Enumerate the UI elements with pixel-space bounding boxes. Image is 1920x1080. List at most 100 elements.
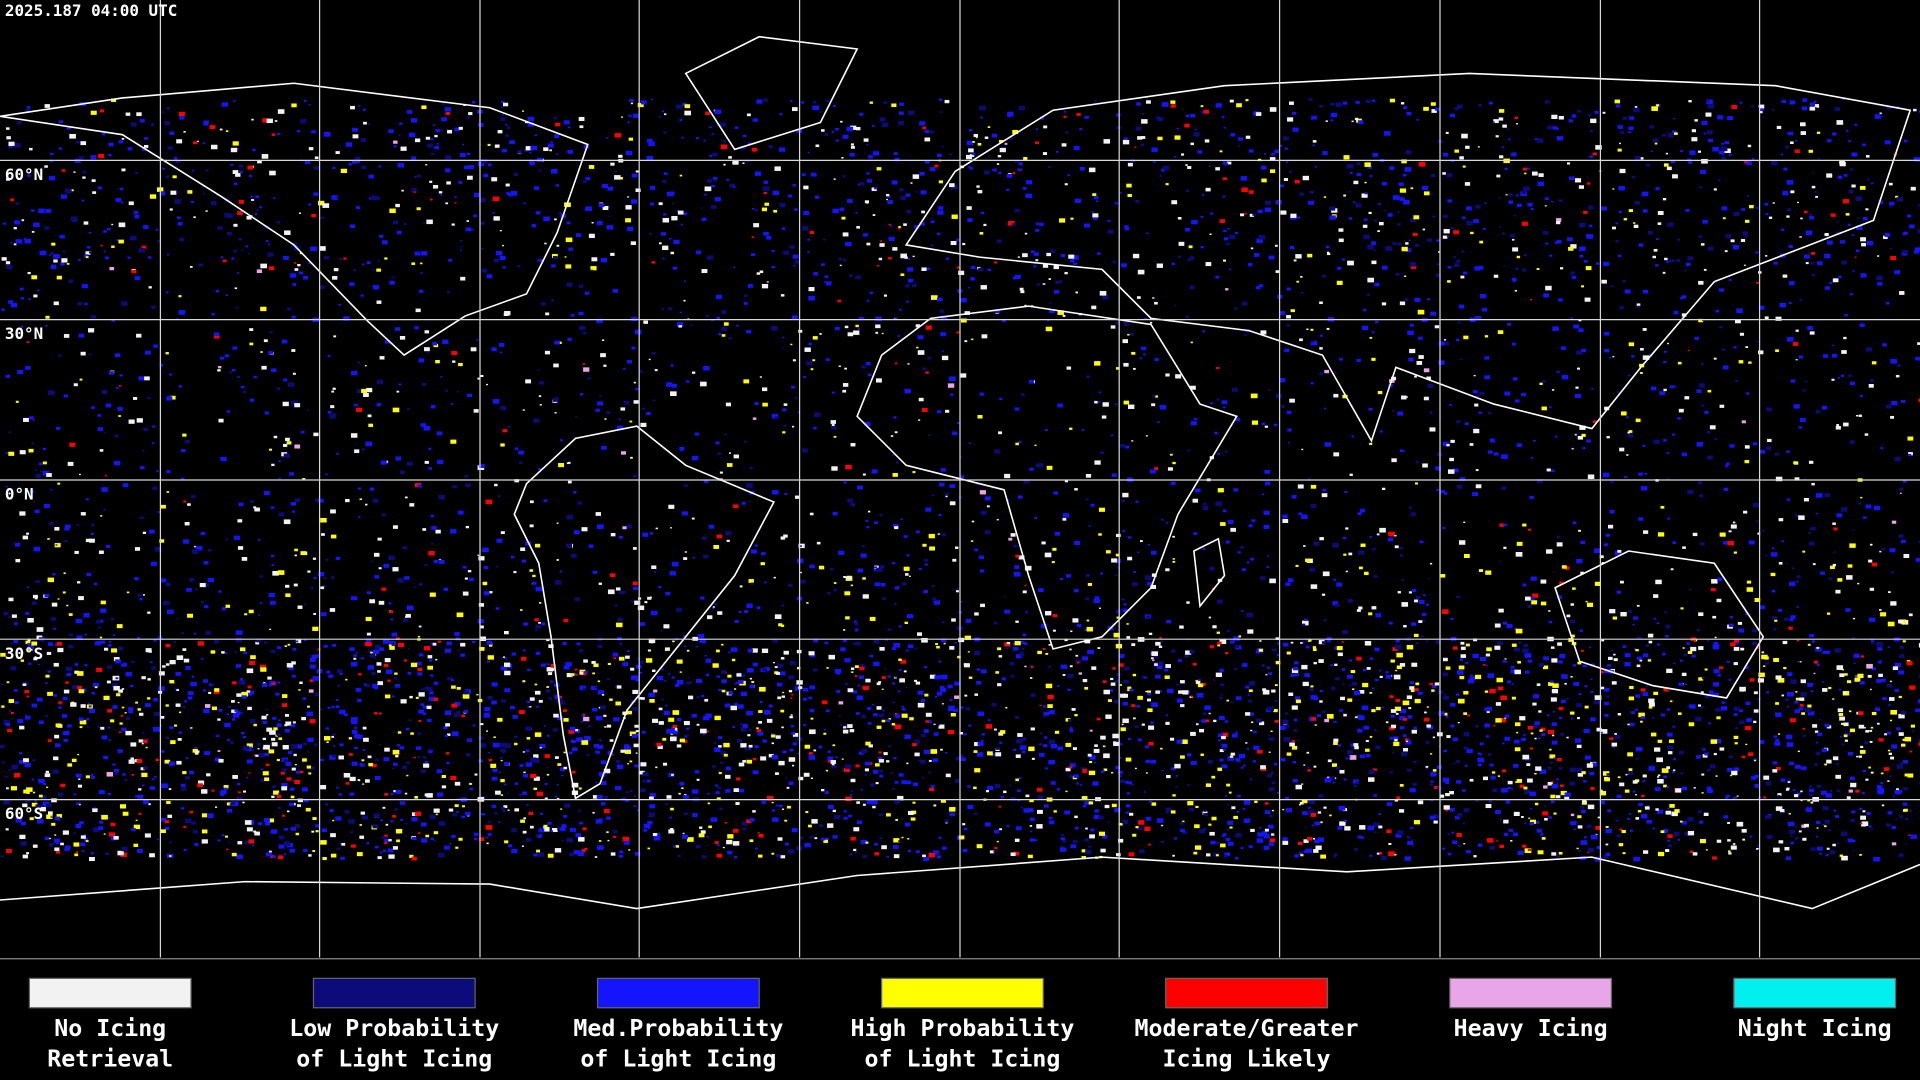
icing-pixel: [895, 818, 899, 821]
icing-pixel: [989, 850, 995, 854]
icing-pixel: [974, 768, 981, 773]
icing-pixel: [417, 667, 423, 672]
icing-pixel: [1617, 148, 1622, 152]
icing-pixel: [831, 425, 837, 430]
icing-pixel: [1221, 764, 1228, 769]
icing-pixel: [680, 449, 683, 452]
icing-pixel: [492, 399, 500, 404]
icing-pixel: [746, 329, 752, 334]
icing-pixel: [1514, 739, 1520, 744]
icing-pixel: [1701, 120, 1708, 126]
icing-pixel: [1371, 260, 1377, 265]
icing-pixel: [498, 771, 501, 774]
icing-pixel: [670, 828, 674, 831]
icing-pixel: [1814, 191, 1817, 193]
icing-pixel: [377, 260, 380, 262]
icing-pixel: [1271, 833, 1275, 836]
icing-pixel: [1788, 302, 1792, 305]
icing-pixel: [1399, 546, 1404, 550]
icing-pixel: [367, 123, 370, 126]
icing-pixel: [1190, 142, 1194, 146]
icing-pixel: [874, 582, 880, 587]
icing-pixel: [362, 448, 365, 450]
icing-pixel: [1785, 856, 1792, 861]
icing-pixel: [876, 264, 880, 267]
icing-pixel: [572, 491, 577, 494]
icing-pixel: [1741, 420, 1746, 424]
icing-pixel: [315, 498, 321, 502]
icing-pixel: [138, 376, 145, 381]
icing-pixel: [27, 271, 31, 275]
icing-pixel: [623, 591, 627, 594]
icing-pixel: [1758, 104, 1765, 109]
icing-pixel: [869, 616, 876, 621]
icing-pixel: [170, 395, 176, 400]
icing-pixel: [277, 570, 285, 575]
icing-pixel: [1829, 850, 1836, 855]
icing-pixel: [981, 334, 988, 339]
icing-pixel: [1397, 242, 1402, 246]
icing-pixel: [1271, 781, 1276, 785]
icing-pixel: [618, 590, 625, 595]
icing-pixel: [183, 539, 190, 544]
icing-pixel: [1522, 523, 1527, 527]
icing-pixel: [812, 105, 820, 111]
icing-pixel: [618, 154, 623, 158]
icing-pixel: [1098, 533, 1102, 536]
icing-pixel: [278, 719, 281, 722]
icing-pixel: [210, 201, 217, 206]
icing-pixel: [959, 706, 964, 709]
icing-pixel: [1865, 347, 1872, 352]
icing-pixel: [655, 527, 658, 530]
icing-pixel: [1399, 554, 1404, 557]
icing-pixel: [314, 156, 319, 160]
icing-pixel: [586, 753, 590, 756]
icing-pixel: [422, 528, 427, 531]
icing-pixel: [1250, 729, 1253, 732]
icing-pixel: [1786, 498, 1791, 501]
icing-pixel: [1498, 560, 1501, 563]
icing-pixel: [525, 379, 532, 384]
icing-pixel: [1556, 595, 1562, 600]
icing-pixel: [585, 176, 591, 181]
icing-pixel: [287, 382, 295, 387]
icing-pixel: [1131, 351, 1136, 355]
icing-pixel: [1186, 601, 1190, 604]
icing-pixel: [388, 602, 392, 605]
icing-pixel: [45, 208, 52, 213]
icing-pixel: [351, 730, 358, 734]
icing-pixel: [857, 328, 861, 330]
icing-pixel: [1156, 263, 1164, 268]
icing-pixel: [150, 561, 157, 566]
icing-pixel: [1372, 152, 1379, 157]
icing-pixel: [8, 300, 14, 304]
icing-pixel: [1256, 238, 1263, 244]
icing-pixel: [676, 104, 683, 109]
icing-pixel: [1149, 800, 1153, 803]
icing-pixel: [1576, 558, 1583, 564]
icing-pixel: [58, 701, 63, 705]
icing-pixel: [1072, 255, 1079, 260]
icing-pixel: [1564, 682, 1567, 685]
icing-pixel: [1566, 162, 1571, 165]
icing-pixel: [14, 622, 18, 625]
icing-pixel: [647, 138, 653, 143]
icing-pixel: [555, 184, 559, 187]
icing-pixel: [960, 373, 967, 378]
icing-pixel: [1836, 220, 1839, 223]
icing-pixel: [893, 523, 899, 528]
icing-pixel: [1722, 365, 1729, 370]
icing-pixel: [530, 757, 537, 763]
icing-pixel: [419, 583, 422, 586]
icing-pixel: [99, 109, 104, 113]
icing-pixel: [1811, 252, 1816, 255]
icing-pixel: [1574, 393, 1582, 399]
icing-pixel: [1770, 572, 1776, 577]
icing-pixel: [922, 854, 926, 858]
icing-pixel: [1652, 138, 1659, 143]
icing-pixel: [1045, 326, 1053, 332]
icing-pixel: [857, 568, 864, 573]
icing-pixel: [256, 269, 263, 274]
icing-pixel: [47, 739, 52, 743]
icing-pixel: [747, 734, 751, 737]
